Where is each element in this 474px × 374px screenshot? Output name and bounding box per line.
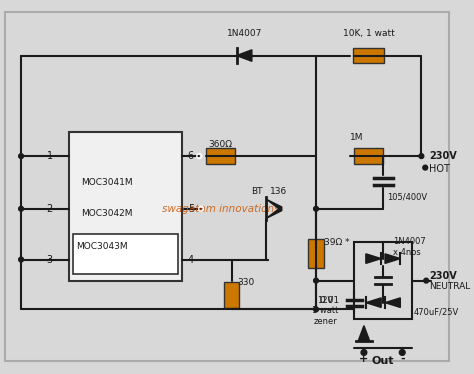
FancyBboxPatch shape [73,234,178,274]
Text: HOT: HOT [429,163,450,174]
Text: -: - [400,354,404,364]
Text: 12V
1 watt
zener: 12V 1 watt zener [312,296,339,326]
Circle shape [314,307,319,312]
Text: 136: 136 [270,187,287,196]
Text: 39Ω *: 39Ω * [324,238,349,247]
Text: MOC3041M: MOC3041M [82,178,133,187]
Text: NEUTRAL: NEUTRAL [429,282,470,291]
Circle shape [424,278,428,283]
Text: 6: 6 [188,151,194,161]
Circle shape [18,206,24,211]
Polygon shape [385,298,401,307]
Text: 0.01: 0.01 [319,296,339,305]
Text: swagatam innovations: swagatam innovations [162,204,279,214]
FancyBboxPatch shape [355,148,383,164]
Text: Out: Out [372,356,394,366]
Text: 3: 3 [47,255,53,264]
Text: 360Ω: 360Ω [208,140,232,149]
Circle shape [314,278,319,283]
Text: BT: BT [251,187,263,196]
Text: MOC3042M: MOC3042M [82,209,133,218]
FancyBboxPatch shape [224,282,239,309]
Text: +: + [359,354,369,364]
FancyBboxPatch shape [354,48,384,63]
Circle shape [361,350,367,355]
Circle shape [18,154,24,159]
Text: 230V: 230V [429,151,457,161]
Text: 2: 2 [46,204,53,214]
Text: 1N4007: 1N4007 [227,30,262,39]
Text: 1: 1 [47,151,53,161]
Polygon shape [237,50,252,61]
Polygon shape [358,326,370,341]
Text: 330: 330 [237,278,255,287]
Circle shape [400,350,405,355]
Text: MOC3043M: MOC3043M [77,242,128,251]
Circle shape [18,257,24,262]
Text: 4: 4 [188,255,194,264]
Circle shape [314,206,319,211]
Text: 10K, 1 watt: 10K, 1 watt [343,30,394,39]
Polygon shape [366,254,381,263]
Text: 105/400V: 105/400V [387,192,427,201]
FancyBboxPatch shape [309,239,324,268]
Polygon shape [385,254,401,263]
Text: 230V: 230V [429,271,457,281]
Text: 5: 5 [188,204,194,214]
FancyBboxPatch shape [69,132,182,280]
Text: 1N4007
x 4nos: 1N4007 x 4nos [392,237,425,257]
Polygon shape [266,207,282,218]
Circle shape [423,165,428,170]
Text: 470uF/25V: 470uF/25V [414,307,459,316]
Text: 1M: 1M [349,133,363,142]
Polygon shape [266,199,282,211]
FancyBboxPatch shape [206,148,235,164]
Circle shape [419,154,424,159]
Polygon shape [366,298,381,307]
